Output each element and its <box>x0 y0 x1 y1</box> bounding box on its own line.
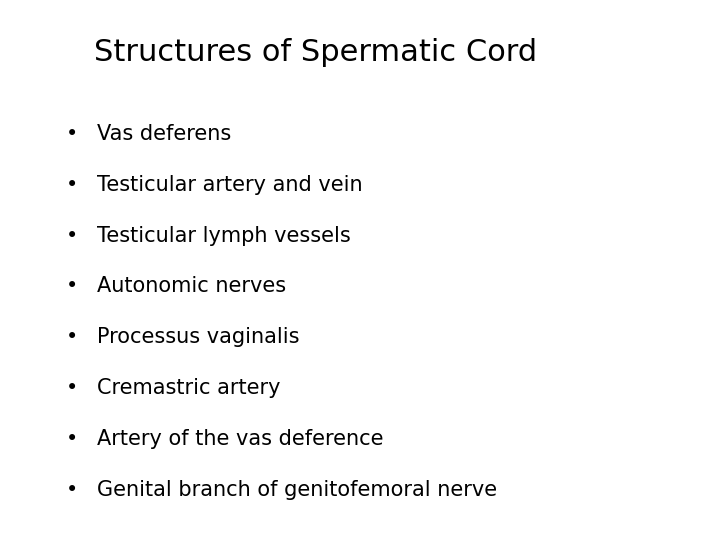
Text: •: • <box>66 226 78 246</box>
Text: •: • <box>66 175 78 195</box>
Text: •: • <box>66 124 78 144</box>
Text: Testicular lymph vessels: Testicular lymph vessels <box>97 226 351 246</box>
Text: Artery of the vas deference: Artery of the vas deference <box>97 429 384 449</box>
Text: •: • <box>66 429 78 449</box>
Text: •: • <box>66 378 78 398</box>
Text: •: • <box>66 480 78 500</box>
Text: •: • <box>66 276 78 296</box>
Text: Autonomic nerves: Autonomic nerves <box>97 276 287 296</box>
Text: Testicular artery and vein: Testicular artery and vein <box>97 175 363 195</box>
Text: Genital branch of genitofemoral nerve: Genital branch of genitofemoral nerve <box>97 480 498 500</box>
Text: Processus vaginalis: Processus vaginalis <box>97 327 300 347</box>
Text: Vas deferens: Vas deferens <box>97 124 231 144</box>
Text: Cremastric artery: Cremastric artery <box>97 378 281 398</box>
Text: Structures of Spermatic Cord: Structures of Spermatic Cord <box>94 38 536 67</box>
Text: •: • <box>66 327 78 347</box>
